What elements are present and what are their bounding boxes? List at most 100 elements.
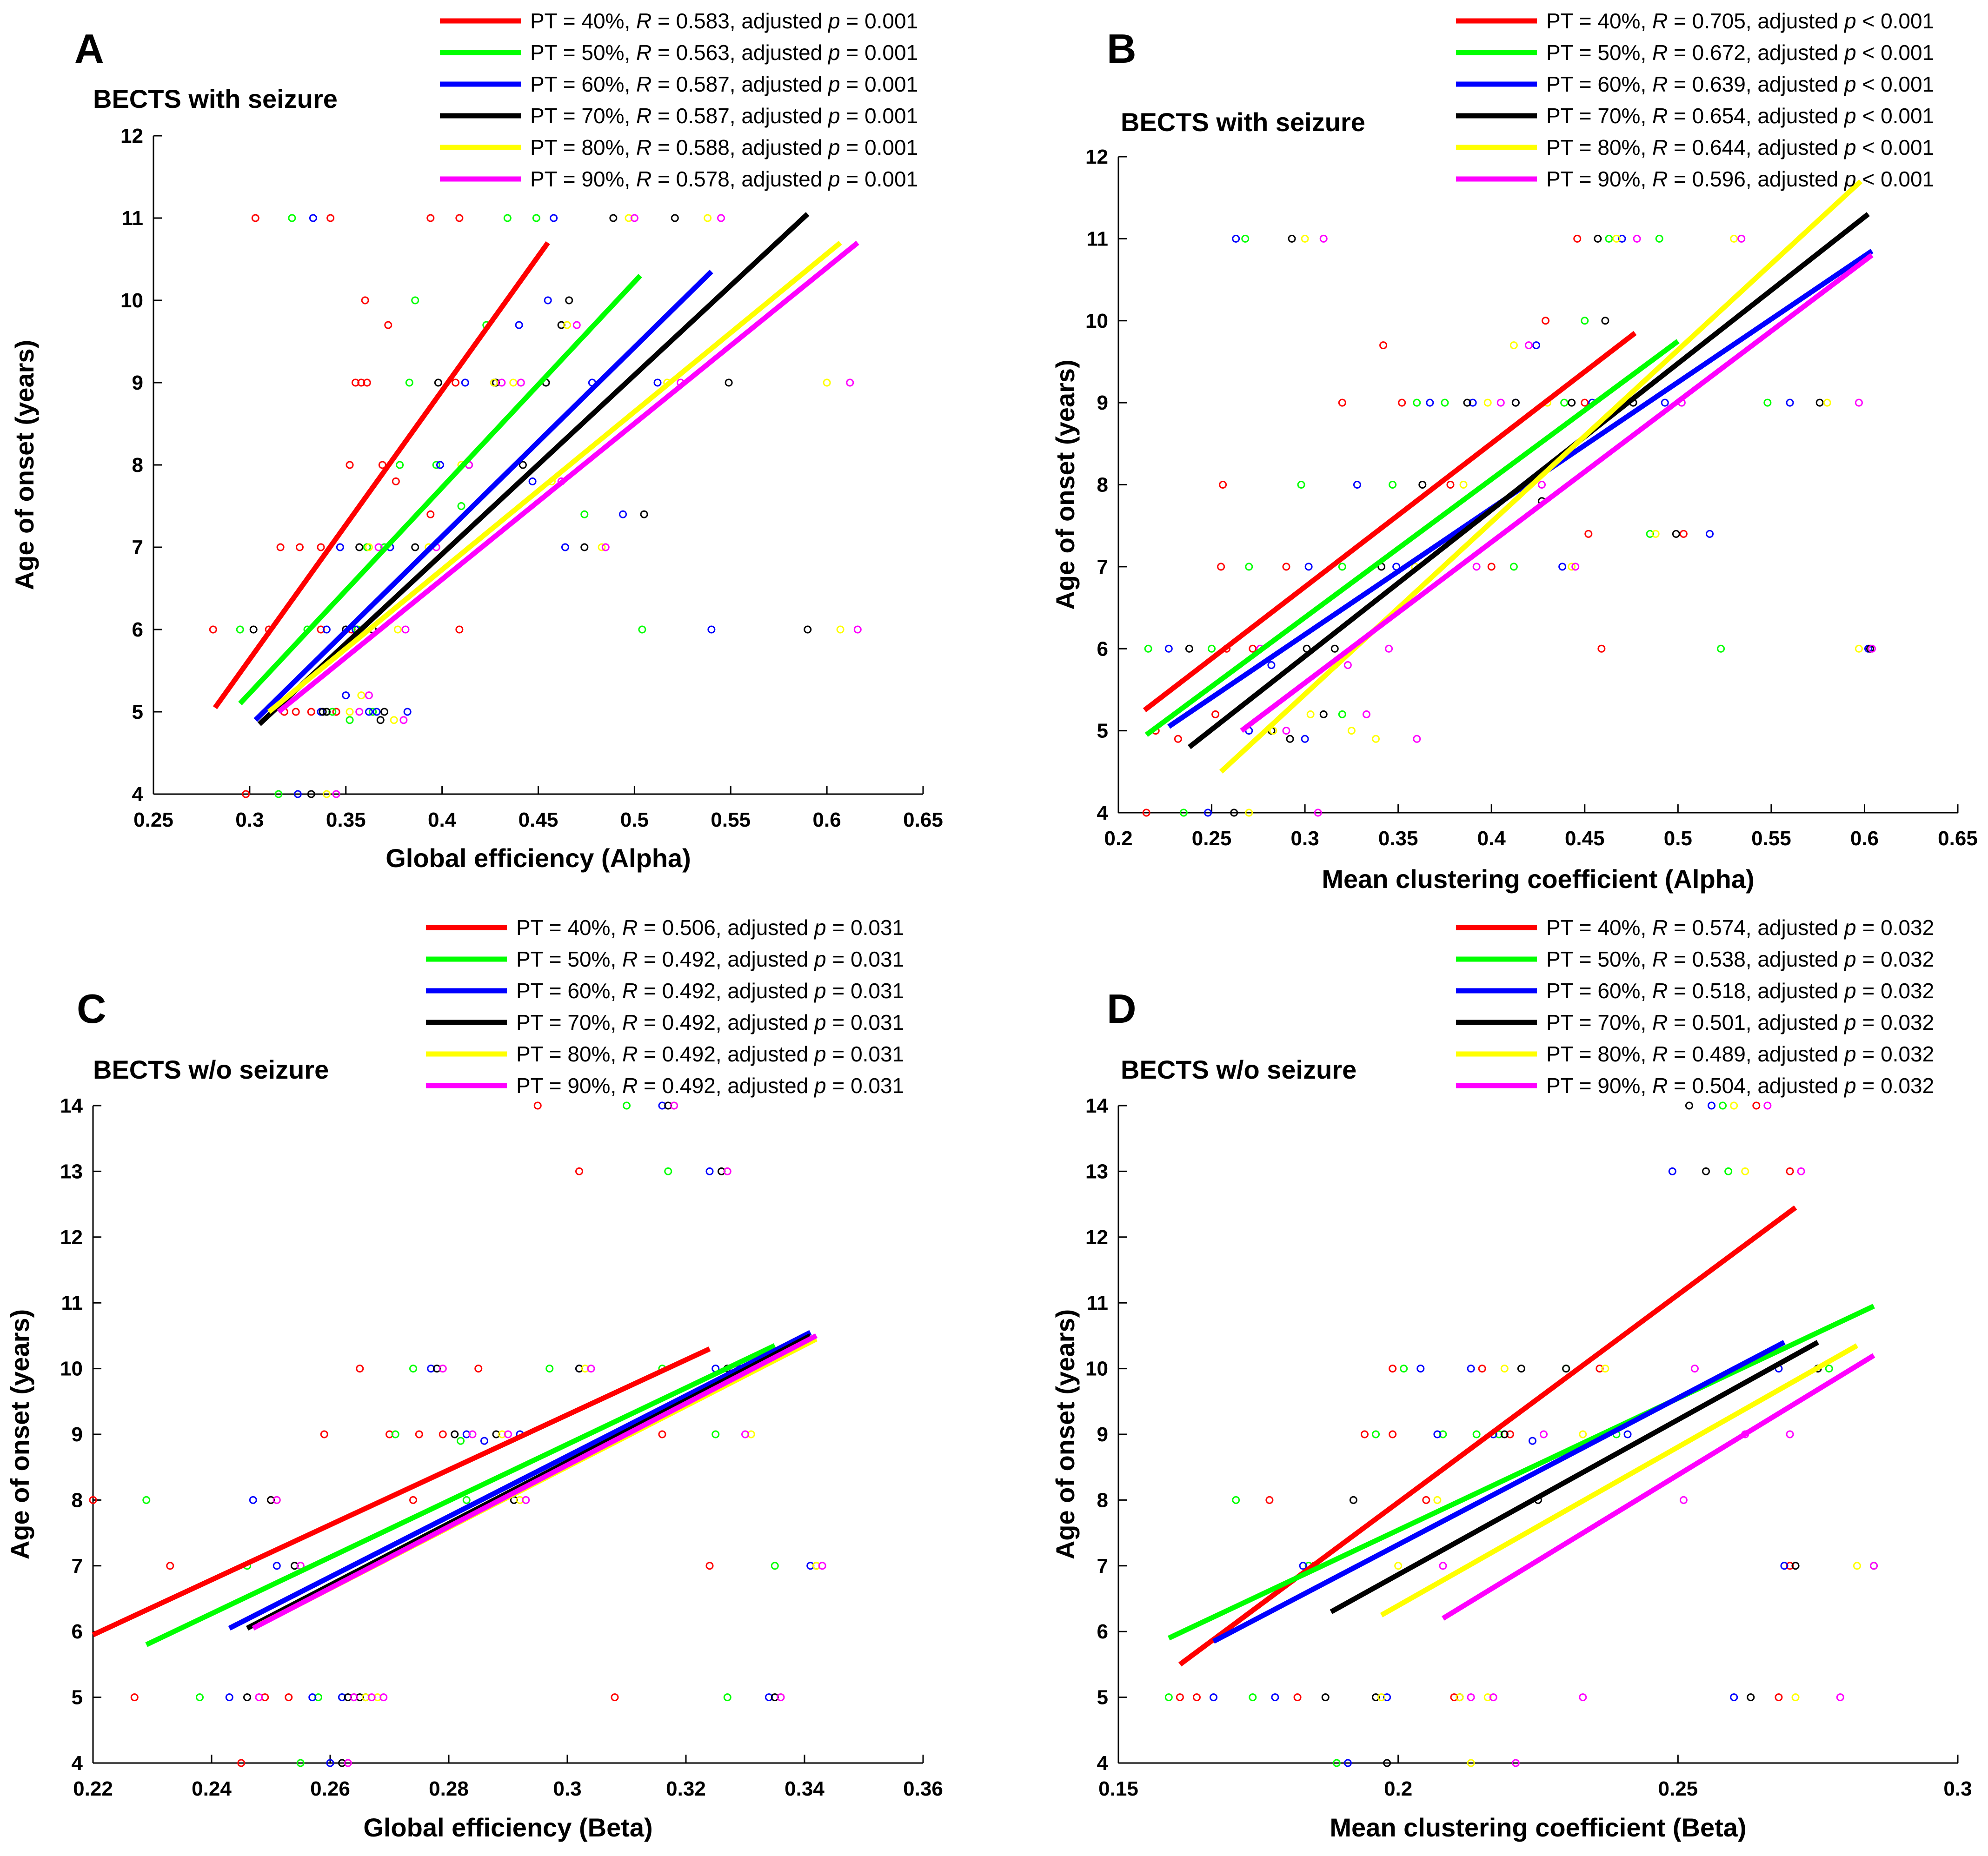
- data-point: [273, 1562, 281, 1570]
- data-point: [1353, 481, 1361, 489]
- data-point: [1562, 1365, 1570, 1373]
- data-point: [1383, 1759, 1391, 1767]
- x-tick-label: 0.3: [235, 809, 264, 831]
- fit-line: [277, 240, 859, 714]
- legend-entry: PT = 60%, R = 0.639, adjusted p < 0.001: [1546, 72, 1934, 96]
- y-tick-label: 14: [1085, 1094, 1108, 1117]
- data-point: [1825, 1365, 1833, 1373]
- fit-line: [145, 1343, 776, 1647]
- data-point: [611, 1693, 619, 1702]
- data-point: [1142, 809, 1150, 817]
- data-point: [705, 1562, 714, 1570]
- data-point: [777, 1693, 785, 1702]
- data-point: [804, 625, 812, 634]
- fit-line: [1442, 1353, 1875, 1621]
- y-tick-label: 8: [1097, 474, 1108, 497]
- data-point: [1605, 234, 1613, 243]
- data-point: [344, 1759, 352, 1767]
- data-point: [1282, 727, 1290, 735]
- data-point: [317, 543, 325, 551]
- x-tick-label: 0.25: [1192, 827, 1232, 850]
- data-point: [1459, 481, 1468, 489]
- data-point: [378, 461, 386, 469]
- data-point: [818, 1562, 826, 1570]
- panel-d: D BECTS w/o seizure 0.15 0.2 0.25 0.3 4 5 6 7 8 9 10…: [1051, 915, 1972, 1842]
- data-point: [346, 461, 354, 469]
- data-point: [292, 708, 300, 716]
- data-point: [1618, 234, 1626, 243]
- data-point: [380, 708, 388, 716]
- y-tick-label: 9: [1097, 391, 1108, 414]
- data-point: [351, 378, 359, 387]
- data-point: [452, 378, 460, 387]
- data-point: [1372, 1693, 1380, 1702]
- x-axis-label: Global efficiency (Beta): [363, 1813, 652, 1842]
- data-point: [711, 1430, 720, 1438]
- data-point: [1164, 644, 1173, 653]
- panel-title: BECTS with seizure: [93, 84, 338, 113]
- data-point: [1433, 1430, 1442, 1438]
- y-tick-label: 4: [1097, 1752, 1109, 1775]
- data-point: [1385, 644, 1393, 653]
- data-point: [401, 625, 410, 634]
- data-point: [1349, 1496, 1357, 1504]
- data-point: [1483, 1693, 1492, 1702]
- data-point: [393, 625, 402, 634]
- x-tick-label: 0.5: [620, 809, 649, 831]
- data-point: [1780, 1562, 1789, 1570]
- data-point: [1646, 530, 1654, 538]
- data-point: [367, 1693, 376, 1702]
- data-point: [741, 1430, 749, 1438]
- y-tick-label: 11: [1086, 1292, 1108, 1314]
- data-point: [1372, 735, 1380, 743]
- data-point: [1282, 563, 1290, 571]
- data-point: [550, 214, 558, 222]
- fit-line: [238, 274, 642, 706]
- data-point: [293, 790, 302, 798]
- data-point: [545, 1365, 554, 1373]
- data-point: [1330, 644, 1339, 653]
- data-point: [439, 1430, 447, 1438]
- data-point: [580, 543, 589, 551]
- data-point: [130, 1693, 139, 1702]
- fit-line: [1167, 1304, 1875, 1641]
- y-tick-label: 7: [1097, 1555, 1108, 1578]
- x-tick-label: 0.4: [1477, 827, 1506, 850]
- data-point: [356, 1365, 364, 1373]
- data-point: [276, 543, 285, 551]
- legend-entry: PT = 50%, R = 0.563, adjusted p = 0.001: [530, 40, 918, 65]
- data-point: [411, 296, 419, 305]
- y-tick-label: 10: [1085, 1358, 1108, 1380]
- data-point: [1717, 644, 1725, 653]
- data-point: [653, 378, 662, 387]
- data-point: [1651, 530, 1660, 538]
- data-point: [1594, 234, 1602, 243]
- data-point: [1747, 1693, 1755, 1702]
- data-point: [474, 1365, 483, 1373]
- data-point: [1347, 727, 1356, 735]
- data-point: [1763, 398, 1772, 407]
- x-axis-label: Mean clustering coefficient (Beta): [1330, 1813, 1746, 1842]
- data-point: [1478, 1365, 1486, 1373]
- data-point: [1338, 398, 1346, 407]
- data-point: [1389, 481, 1397, 489]
- data-point: [1623, 1430, 1632, 1438]
- data-point: [434, 378, 442, 387]
- data-point: [717, 214, 725, 222]
- data-point: [1601, 1365, 1609, 1373]
- y-tick-label: 6: [1097, 1620, 1108, 1643]
- data-point: [1568, 398, 1576, 407]
- data-point: [1232, 1496, 1240, 1504]
- data-point: [1719, 1101, 1727, 1110]
- data-point: [557, 321, 565, 329]
- data-point: [328, 708, 337, 716]
- data-point: [1509, 341, 1518, 350]
- data-point: [771, 1562, 779, 1570]
- y-tick-label: 12: [1085, 146, 1108, 168]
- legend-entry: PT = 80%, R = 0.489, adjusted p = 0.032: [1546, 1042, 1934, 1066]
- data-point: [409, 1365, 417, 1373]
- data-point: [1379, 341, 1388, 350]
- legend-entry: PT = 60%, R = 0.518, adjusted p = 0.032: [1546, 979, 1934, 1003]
- legend-entry: PT = 40%, R = 0.506, adjusted p = 0.031: [516, 915, 904, 940]
- data-point: [1786, 1430, 1794, 1438]
